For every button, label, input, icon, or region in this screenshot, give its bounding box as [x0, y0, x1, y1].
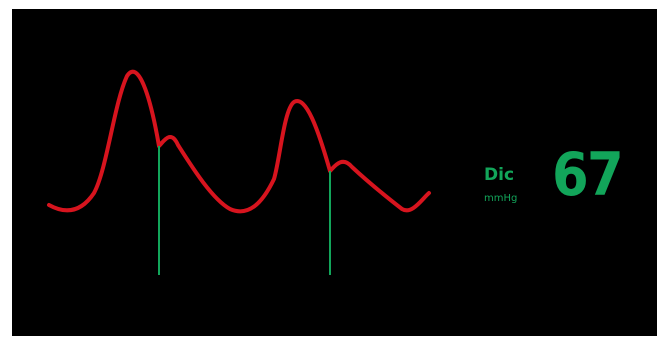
arterial-pressure-waveform — [47, 69, 431, 214]
monitor-screen: Dic mmHg 67 — [12, 9, 657, 336]
parameter-label: Dic — [484, 165, 515, 185]
pressure-value: 67 — [552, 140, 624, 210]
unit-label: mmHg — [484, 193, 518, 204]
pressure-waveform-display — [47, 69, 431, 275]
